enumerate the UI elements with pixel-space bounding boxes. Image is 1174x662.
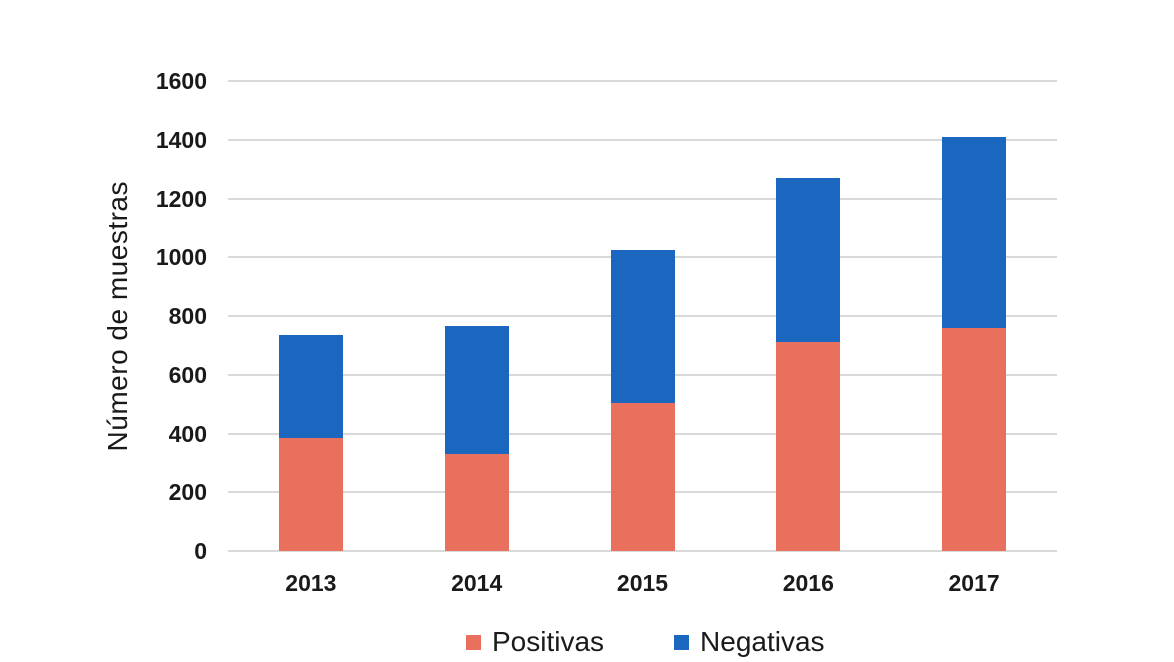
bar-segment-2017-positivas [942, 327, 1007, 551]
bar-segment-2017-negativas [942, 136, 1007, 328]
legend-item-negativas: Negativas [674, 626, 825, 658]
bar-segment-2015-negativas [610, 249, 675, 403]
legend: Positivas Negativas [466, 624, 825, 660]
y-axis-tick-labels: 0 200 400 600 800 1000 1200 1400 1600 [100, 69, 207, 563]
gridline-1400 [228, 138, 1057, 141]
legend-label-negativas: Negativas [700, 626, 825, 657]
bar-segment-2015-positivas [610, 402, 675, 551]
bar-2014 [444, 326, 509, 551]
y-tick-label-400: 400 [168, 420, 207, 447]
y-tick-label-0: 0 [194, 538, 207, 564]
bar-segment-2013-positivas [278, 437, 343, 551]
legend-swatch-negativas [674, 634, 690, 650]
legend-item-positivas: Positivas [466, 626, 604, 658]
y-tick-label-200: 200 [168, 479, 207, 506]
bar-2017 [942, 136, 1007, 551]
y-tick-label-800: 800 [168, 303, 207, 329]
gridline-1600 [228, 80, 1057, 82]
bar-2016 [776, 177, 841, 551]
bar-2013 [278, 335, 343, 551]
bar-2015 [610, 249, 675, 551]
y-tick-label-1400: 1400 [155, 126, 207, 153]
bar-segment-2016-positivas [776, 342, 841, 551]
y-tick-label-1000: 1000 [155, 244, 207, 271]
bar-segment-2014-positivas [444, 454, 509, 551]
x-tick-label-2014: 2014 [451, 570, 503, 596]
bar-segment-2013-negativas [278, 335, 343, 438]
x-tick-label-2013: 2013 [285, 570, 337, 596]
bar-segment-2014-negativas [444, 326, 509, 455]
legend-label-positivas: Positivas [492, 626, 605, 657]
plot-area [228, 80, 1057, 552]
x-tick-label-2015: 2015 [616, 570, 669, 596]
legend-swatch-positivas [466, 634, 481, 650]
x-tick-label-2017: 2017 [948, 570, 1000, 596]
gridline-1200 [228, 197, 1057, 200]
gridline-0 [228, 550, 1057, 552]
y-tick-label-600: 600 [168, 361, 207, 388]
bar-segment-2016-negativas [776, 177, 841, 343]
x-tick-label-2016: 2016 [782, 570, 834, 596]
x-axis-tick-labels: 2013 2014 2015 2016 2017 [228, 566, 1057, 600]
y-tick-label-1600: 1600 [155, 68, 207, 94]
y-tick-label-1200: 1200 [155, 185, 207, 212]
